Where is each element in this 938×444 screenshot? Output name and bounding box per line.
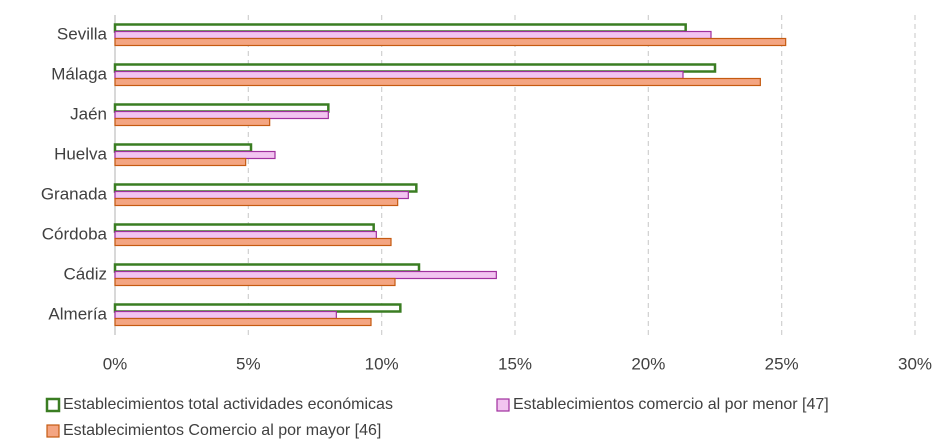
legend: Establecimientos total actividades econó… <box>45 396 829 439</box>
bar <box>114 110 329 120</box>
legend-label: Establecimientos Comercio al por mayor [… <box>63 422 381 439</box>
x-tick-label: 0% <box>103 354 128 373</box>
bar <box>114 197 399 207</box>
y-tick-label: Almería <box>48 304 107 323</box>
y-tick-label: Málaga <box>51 64 107 83</box>
bar <box>114 117 271 127</box>
bar <box>114 270 497 280</box>
y-tick-label: Granada <box>41 184 108 203</box>
bar <box>113 303 402 313</box>
bar <box>114 30 712 40</box>
bar <box>113 183 418 193</box>
y-tick-label: Huelva <box>54 144 107 163</box>
legend-swatch <box>46 424 60 438</box>
bar <box>114 237 392 247</box>
y-tick-label: Sevilla <box>57 24 108 43</box>
bar <box>114 70 684 80</box>
bar <box>114 230 377 240</box>
legend-swatch <box>45 397 61 413</box>
y-tick-label: Jaén <box>70 104 107 123</box>
x-tick-label: 25% <box>765 354 799 373</box>
legend-label: Establecimientos total actividades econó… <box>63 396 393 413</box>
bar <box>113 23 687 33</box>
legend-swatch <box>496 398 510 412</box>
bar <box>113 103 330 113</box>
bar <box>114 37 787 47</box>
legend-label: Establecimientos comercio al por menor [… <box>513 396 829 413</box>
x-tick-label: 20% <box>631 354 665 373</box>
bar <box>114 310 337 320</box>
bar <box>113 143 253 153</box>
bar <box>113 223 375 233</box>
bar <box>114 317 372 327</box>
y-tick-label: Cádiz <box>64 264 107 283</box>
x-tick-label: 10% <box>365 354 399 373</box>
bar <box>113 263 421 273</box>
y-tick-label: Córdoba <box>42 224 108 243</box>
x-tick-label: 15% <box>498 354 532 373</box>
bar <box>114 77 761 87</box>
bar <box>114 157 247 167</box>
x-tick-label: 5% <box>236 354 261 373</box>
bar <box>113 63 717 73</box>
bar <box>114 190 409 200</box>
bar <box>114 277 396 287</box>
x-tick-label: 30% <box>898 354 932 373</box>
bar <box>114 150 276 160</box>
